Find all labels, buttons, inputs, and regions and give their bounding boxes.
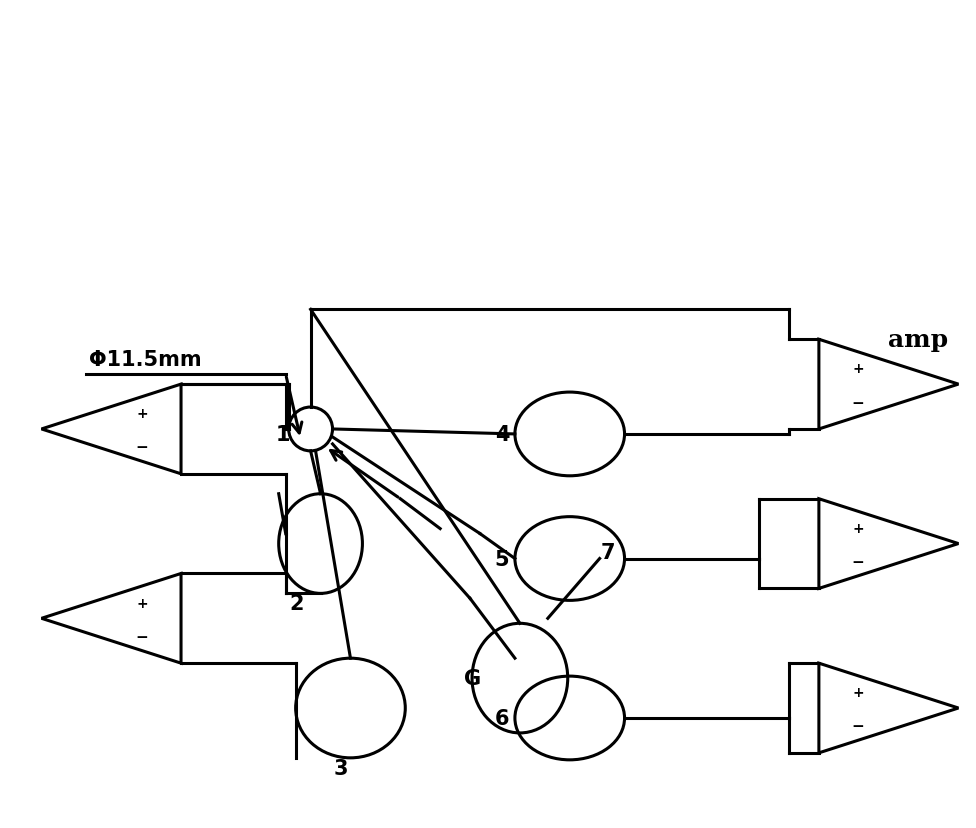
Text: −: − [136,440,148,455]
Text: +: + [852,362,864,376]
Text: −: − [852,395,865,410]
Text: +: + [852,522,864,535]
Text: −: − [852,719,865,734]
Text: G: G [465,668,481,688]
Text: amp: amp [888,328,949,352]
Text: 2: 2 [290,594,304,614]
Text: −: − [852,554,865,570]
Text: 5: 5 [495,549,509,569]
Text: 3: 3 [333,758,347,777]
Text: 1: 1 [275,425,290,445]
Text: 4: 4 [495,425,509,445]
Text: Φ11.5mm: Φ11.5mm [90,349,202,370]
Text: +: + [136,596,147,610]
Text: +: + [852,686,864,700]
Text: +: + [136,407,147,421]
Text: 6: 6 [495,708,509,728]
Text: 7: 7 [600,542,615,562]
Text: −: − [136,629,148,644]
